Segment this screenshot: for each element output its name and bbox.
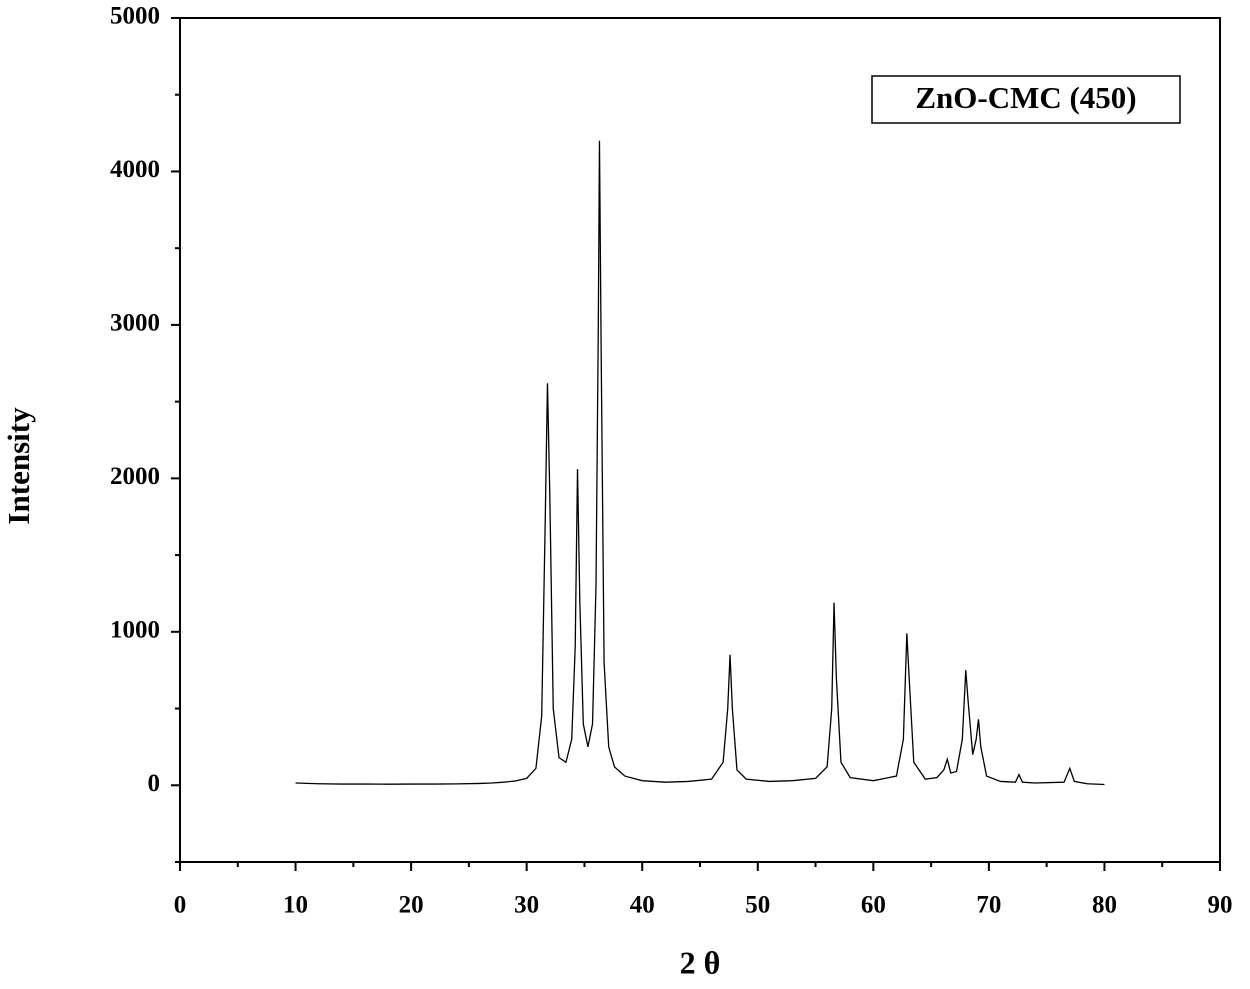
y-axis-label: Intensity	[1, 407, 36, 525]
x-axis-label: 2 θ	[680, 944, 721, 980]
x-tick-label: 10	[283, 892, 308, 919]
legend-box	[871, 75, 1181, 124]
plot-frame	[179, 17, 1221, 863]
x-tick-label: 40	[630, 892, 655, 919]
x-tick-label: 60	[861, 892, 886, 919]
y-tick-label: 3000	[110, 310, 160, 337]
y-tick-label: 1000	[110, 617, 160, 644]
x-tick-label: 50	[745, 892, 770, 919]
x-tick-label: 70	[976, 892, 1001, 919]
x-tick-label: 90	[1208, 892, 1233, 919]
y-tick-label: 4000	[110, 156, 160, 183]
y-tick-label: 5000	[110, 3, 160, 30]
y-tick-label: 0	[148, 770, 161, 797]
x-tick-label: 20	[399, 892, 424, 919]
y-tick-label: 2000	[110, 463, 160, 490]
data-line	[295, 140, 1105, 786]
x-tick-label: 0	[174, 892, 187, 919]
legend-label: ZnO-CMC (450)	[915, 80, 1136, 115]
x-tick-label: 30	[514, 892, 539, 919]
x-tick-label: 80	[1092, 892, 1117, 919]
